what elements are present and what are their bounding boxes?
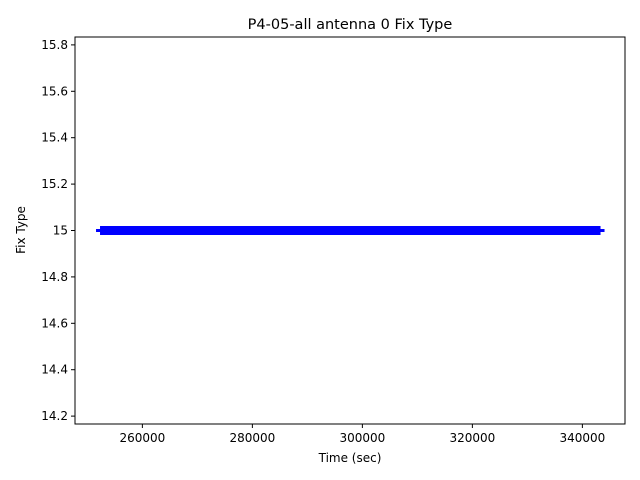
plot-frame [74, 36, 626, 425]
y-tick-label: 15 [53, 224, 68, 238]
y-tick-label: 15.2 [41, 177, 68, 191]
x-axis-label: Time (sec) [318, 451, 382, 465]
y-tick-label: 14.6 [41, 316, 68, 330]
y-tick-label: 15.6 [41, 84, 68, 98]
x-tick-label: 300000 [339, 431, 385, 445]
x-tick-label: 260000 [119, 431, 165, 445]
y-tick-label: 14.4 [41, 363, 68, 377]
x-tick-label: 340000 [559, 431, 605, 445]
x-tick-label: 320000 [449, 431, 495, 445]
x-tick-label: 280000 [229, 431, 275, 445]
y-tick-label: 14.2 [41, 409, 68, 423]
y-axis-label: Fix Type [14, 206, 28, 254]
chart-title: P4-05-all antenna 0 Fix Type [248, 17, 453, 33]
y-tick-label: 15.8 [41, 38, 68, 52]
y-tick-label: 14.8 [41, 270, 68, 284]
y-tick-label: 15.4 [41, 131, 68, 145]
